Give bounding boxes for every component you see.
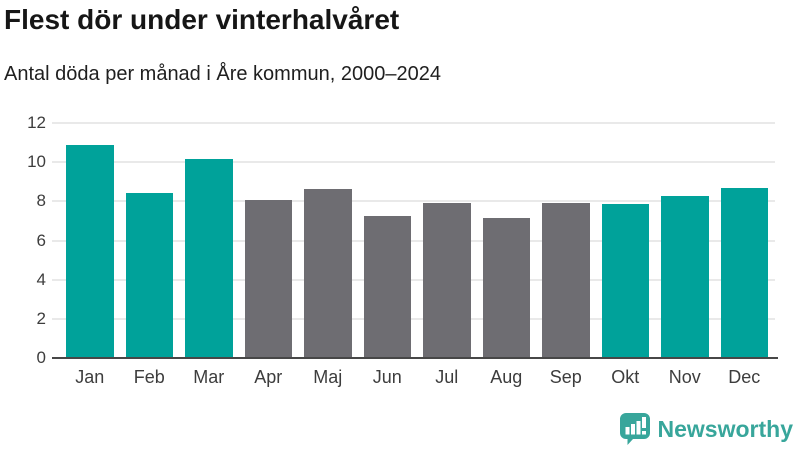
gridline	[52, 239, 775, 242]
bar-apr	[244, 200, 292, 358]
gridline	[52, 278, 775, 281]
y-tick-label: 6	[36, 230, 46, 250]
bar-jul	[423, 203, 471, 358]
y-tick-label: 0	[36, 348, 46, 367]
x-tick-label: Feb	[133, 367, 165, 387]
bar-sep	[542, 203, 590, 358]
y-tick-label: 10	[27, 152, 46, 172]
x-axis: Jan Feb Mar Apr Maj Jun Jul Aug Sep Okt Nov Dec	[60, 367, 775, 388]
y-tick-label: 4	[36, 269, 46, 289]
x-axis-line	[52, 356, 778, 359]
brand-footer: Newsworthy	[618, 412, 793, 446]
brand-name: Newsworthy	[657, 415, 793, 442]
y-axis: 0 2 4 6 8 10 12	[0, 113, 46, 367]
y-tick-label: 12	[27, 113, 46, 132]
y-tick-label: 8	[36, 191, 46, 211]
gridline	[52, 161, 775, 164]
bar-nov	[661, 196, 709, 358]
x-tick-label: Jan	[75, 367, 105, 387]
bar-maj	[304, 188, 352, 358]
x-tick-label: Aug	[490, 367, 523, 387]
x-tick-label: Mar	[193, 367, 225, 387]
chart-subtitle: Antal döda per månad i Åre kommun, 2000–…	[4, 63, 441, 85]
bar-chart-speech-bubble-icon	[618, 412, 651, 446]
x-tick-label: Jun	[372, 367, 402, 387]
x-tick-label: Apr	[254, 367, 283, 387]
bars-container	[60, 123, 775, 358]
bar-jan	[66, 144, 114, 358]
bar-aug	[482, 217, 530, 358]
bar-mar	[185, 159, 233, 358]
x-tick-label: Okt	[611, 367, 640, 387]
x-tick-label: Sep	[549, 367, 582, 387]
bar-okt	[601, 204, 649, 358]
bar-dec	[720, 187, 768, 358]
x-tick-label: Maj	[313, 367, 343, 387]
gridline	[52, 317, 775, 320]
gridline	[52, 122, 775, 124]
x-tick-label: Dec	[728, 367, 761, 387]
bar-jun	[363, 216, 411, 358]
gridline	[52, 200, 775, 203]
x-tick-label: Jul	[435, 367, 459, 387]
bar-feb	[125, 192, 173, 358]
plot-area	[52, 122, 775, 358]
x-tick-label: Nov	[668, 367, 701, 387]
chart-title: Flest dör under vinterhalvåret	[4, 4, 400, 35]
y-tick-label: 2	[36, 308, 46, 328]
